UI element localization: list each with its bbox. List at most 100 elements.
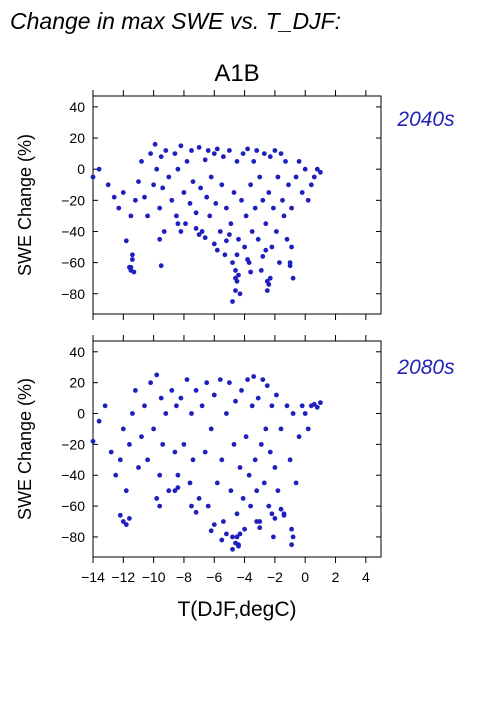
data-point	[236, 236, 241, 242]
data-point	[264, 383, 270, 389]
data-point	[214, 146, 220, 152]
data-point	[224, 411, 229, 416]
data-point	[287, 457, 293, 463]
data-point	[133, 197, 138, 203]
y-axis-label: SWE Change (%)	[15, 378, 35, 520]
data-point	[183, 221, 188, 227]
data-point	[166, 488, 172, 494]
data-point	[278, 506, 284, 512]
data-point	[260, 197, 266, 203]
data-point	[190, 179, 196, 185]
data-point	[255, 236, 261, 242]
data-point	[174, 213, 179, 219]
data-point	[242, 526, 248, 532]
data-point	[157, 205, 163, 211]
data-point	[151, 182, 157, 188]
data-point	[158, 154, 164, 160]
data-point	[193, 388, 199, 393]
data-point	[281, 512, 287, 518]
data-point	[275, 174, 281, 180]
data-point	[131, 269, 137, 275]
data-point	[267, 275, 273, 281]
data-point	[123, 522, 129, 527]
data-point	[302, 411, 308, 416]
data-point	[136, 465, 141, 470]
data-point	[266, 190, 272, 195]
data-point	[257, 525, 263, 531]
data-point	[271, 534, 276, 540]
data-point	[278, 151, 284, 157]
data-point	[286, 182, 291, 188]
plot-frame	[92, 340, 382, 558]
data-point	[239, 197, 244, 203]
data-point	[189, 148, 194, 153]
data-point	[193, 509, 199, 515]
data-point	[302, 166, 308, 172]
data-point	[202, 449, 208, 455]
data-point	[311, 401, 317, 407]
data-point	[236, 272, 241, 278]
data-point	[193, 226, 199, 231]
data-point	[202, 157, 208, 163]
data-point	[245, 257, 251, 262]
data-point	[133, 388, 138, 393]
data-point	[187, 480, 193, 486]
data-point	[272, 148, 278, 153]
data-point	[305, 426, 311, 432]
data-point	[217, 377, 223, 382]
data-point	[251, 159, 257, 164]
data-point	[245, 377, 251, 382]
data-point	[196, 496, 202, 501]
data-point	[308, 182, 314, 188]
data-point	[175, 472, 181, 478]
data-point	[136, 179, 141, 185]
data-point	[269, 511, 275, 517]
data-point	[318, 400, 323, 406]
data-point	[126, 516, 132, 521]
y-tick-label: 40	[69, 99, 85, 115]
data-point	[219, 537, 225, 543]
data-point	[174, 403, 179, 409]
x-tick-label: −4	[237, 569, 253, 585]
data-point	[175, 166, 181, 172]
panel-label: 2080s	[396, 356, 455, 379]
data-point	[111, 194, 117, 200]
data-point	[130, 257, 135, 262]
data-point	[289, 542, 294, 548]
data-point	[233, 398, 238, 404]
data-point	[145, 213, 151, 219]
data-point	[236, 543, 241, 549]
data-point	[128, 264, 134, 270]
data-point	[211, 151, 217, 157]
data-point	[208, 426, 214, 432]
data-point	[214, 480, 220, 486]
data-point	[184, 377, 190, 382]
data-point	[248, 269, 254, 275]
data-point	[234, 252, 240, 258]
data-point	[219, 182, 225, 188]
data-point	[172, 151, 178, 157]
scatter-points	[90, 141, 323, 304]
data-point	[233, 268, 238, 273]
data-point	[284, 403, 290, 409]
y-axis-label: SWE Change (%)	[15, 134, 35, 276]
data-point	[293, 480, 299, 486]
data-point	[224, 531, 229, 537]
data-point	[266, 503, 272, 509]
data-point	[299, 403, 305, 409]
data-point	[213, 201, 219, 206]
data-point	[190, 457, 196, 463]
data-point	[289, 244, 294, 250]
data-point	[260, 254, 266, 259]
y-tick-label: 0	[77, 161, 85, 177]
data-point	[239, 388, 244, 393]
data-point	[254, 148, 260, 153]
data-point	[245, 146, 251, 152]
data-point	[274, 392, 279, 398]
data-point	[96, 166, 102, 172]
data-point	[252, 457, 258, 463]
scatter-points	[90, 372, 323, 552]
y-tick-label: −80	[61, 286, 85, 302]
data-point	[117, 457, 123, 463]
data-point	[157, 472, 163, 478]
